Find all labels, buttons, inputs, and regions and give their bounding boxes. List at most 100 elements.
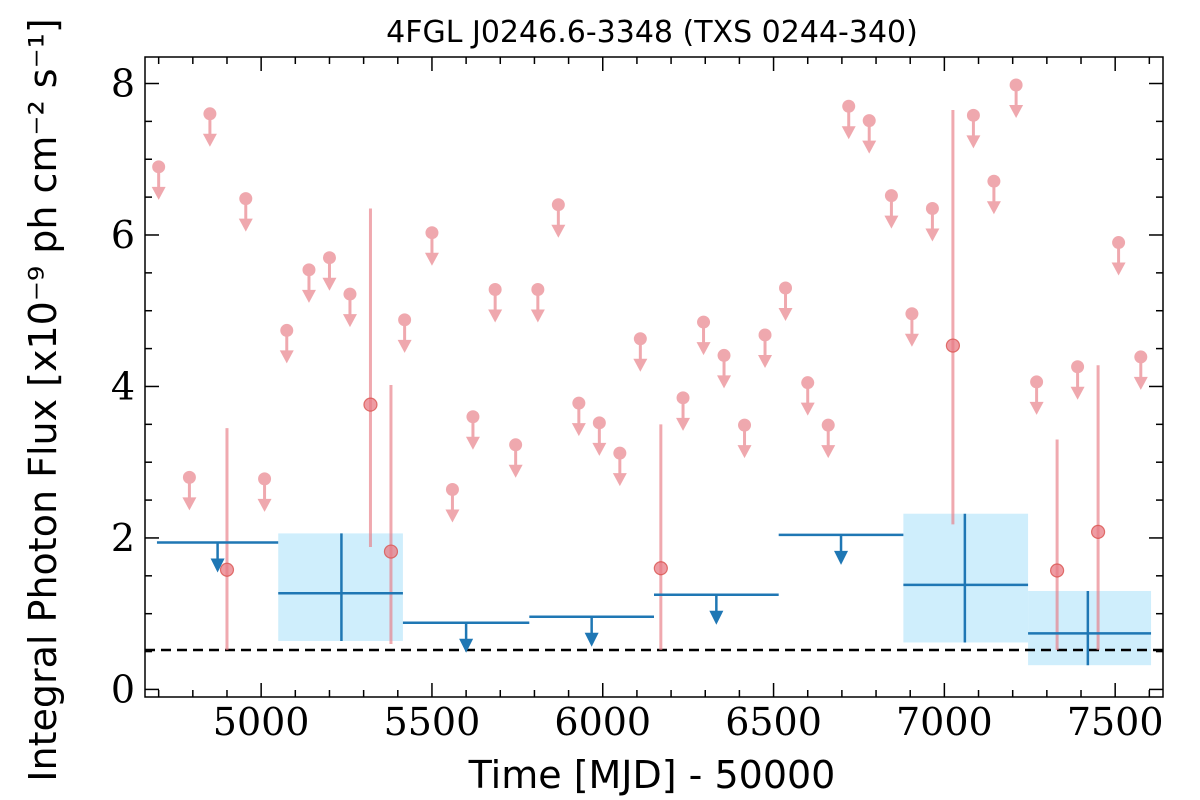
upper-limit-arrow-head xyxy=(676,417,691,431)
short-bin-upper-limit xyxy=(342,287,357,328)
upper-limit-arrow-head xyxy=(342,314,357,328)
upper-limit-point xyxy=(258,472,272,486)
upper-limit-point xyxy=(280,323,294,337)
upper-limit-point xyxy=(425,226,439,240)
upper-limit-arrow-head xyxy=(862,140,877,154)
upper-limit-arrow-head xyxy=(1029,401,1044,415)
upper-limit-arrow-head xyxy=(633,358,648,372)
short-bin-upper-limit xyxy=(257,472,272,512)
x-tick-label: 5000 xyxy=(213,700,310,744)
upper-limit-arrow-head xyxy=(904,333,919,347)
upper-limit-arrow-head xyxy=(1009,105,1024,119)
short-bin-upper-limit xyxy=(904,307,919,347)
short-bin-upper-limit xyxy=(884,189,899,229)
short-bin-detection-point xyxy=(1090,524,1106,539)
upper-limit-point xyxy=(697,315,711,329)
upper-limit-arrow-head xyxy=(778,308,793,322)
short-bin-upper-limit xyxy=(676,391,691,431)
short-bin-upper-limit xyxy=(238,192,253,232)
upper-limit-arrow-head xyxy=(737,445,752,459)
short-bin-upper-limit xyxy=(182,470,197,511)
plot-frame xyxy=(144,56,1164,698)
upper-limit-arrow-head xyxy=(1133,376,1148,390)
x-axis-label: Time [MJD] - 50000 xyxy=(468,753,836,797)
upper-limit-arrow-head xyxy=(884,215,899,229)
upper-limit-point xyxy=(445,482,459,496)
upper-limit-point xyxy=(343,287,357,301)
upper-limit-point xyxy=(613,446,627,460)
upper-limit-arrow-head xyxy=(301,289,316,303)
short-bin-upper-limit xyxy=(1111,236,1126,276)
y-axis-label: Integral Photon Flux [x10⁻⁹ ph cm⁻² s⁻¹] xyxy=(21,18,65,781)
y-tick-label: 4 xyxy=(111,364,135,408)
upper-limit-point xyxy=(509,438,523,452)
short-bin-upper-limit xyxy=(445,482,460,523)
short-bin-upper-limit xyxy=(696,315,711,356)
upper-limit-point xyxy=(842,99,856,113)
short-bin-upper-limit xyxy=(322,251,337,291)
short-bin-upper-limit xyxy=(1009,78,1024,119)
upper-limit-arrow-head xyxy=(445,509,460,523)
upper-limit-point xyxy=(779,281,793,295)
short-bin-upper-limit xyxy=(397,313,412,353)
short-bin-upper-limit xyxy=(551,198,566,238)
long-bin-arrow-head xyxy=(709,610,724,625)
x-tick-label: 5500 xyxy=(384,700,481,744)
upper-limit-arrow-head xyxy=(592,442,607,456)
long-bin-arrow-head xyxy=(834,550,849,565)
short-bin-upper-limit xyxy=(151,160,166,200)
x-tick-label: 6500 xyxy=(725,700,822,744)
short-bin-upper-limit xyxy=(966,108,981,149)
upper-limit-point xyxy=(1009,78,1023,92)
long-bin-error-band xyxy=(1028,590,1152,666)
upper-limit-point xyxy=(488,283,502,297)
upper-limit-point xyxy=(466,410,480,424)
short-bin-upper-limit xyxy=(530,283,545,323)
long-bin-arrow-head xyxy=(584,632,599,647)
short-bin-upper-limit xyxy=(821,418,836,459)
short-bin-detection-point xyxy=(1050,563,1065,578)
upper-limit-arrow-head xyxy=(257,498,272,512)
x-tick-label: 7500 xyxy=(1067,700,1164,744)
upper-limit-arrow-head xyxy=(841,126,856,140)
upper-limit-point xyxy=(239,192,253,206)
short-bin-upper-limit xyxy=(1029,375,1044,415)
upper-limit-arrow-head xyxy=(508,464,523,478)
upper-limit-point xyxy=(398,313,412,327)
upper-limit-point xyxy=(925,201,939,215)
upper-limit-point xyxy=(302,263,316,277)
short-bin-upper-limit xyxy=(571,396,586,437)
upper-limit-arrow-head xyxy=(1070,386,1085,400)
upper-limit-point xyxy=(572,396,586,410)
short-bin-detection-point xyxy=(383,544,399,559)
upper-limit-point xyxy=(633,332,647,346)
short-bin-upper-limit xyxy=(465,410,480,450)
short-bin-upper-limit xyxy=(841,99,856,140)
short-bin-detection-point xyxy=(653,561,668,576)
short-bin-upper-limit xyxy=(778,281,793,322)
upper-limit-point xyxy=(905,307,919,321)
upper-limit-arrow-head xyxy=(465,436,480,450)
y-tick-label: 2 xyxy=(111,516,135,560)
upper-limit-point xyxy=(676,391,690,405)
upper-limit-arrow-head xyxy=(612,473,627,487)
short-bin-upper-limit xyxy=(1133,350,1148,390)
short-bin-upper-limit xyxy=(488,283,503,323)
chart-title: 4FGL J0246.6-3348 (TXS 0244-340) xyxy=(386,15,918,50)
short-bin-upper-limit xyxy=(508,438,523,478)
upper-limit-arrow-head xyxy=(182,497,197,511)
upper-limit-arrow-head xyxy=(966,135,981,149)
upper-limit-point xyxy=(862,114,876,128)
upper-limit-point xyxy=(738,418,752,432)
upper-limit-arrow-head xyxy=(986,201,1001,215)
short-bin-upper-limit xyxy=(1070,360,1085,400)
upper-limit-arrow-head xyxy=(238,218,253,232)
short-bin-upper-limit xyxy=(717,348,732,389)
short-bin-upper-limit xyxy=(986,174,1001,215)
upper-limit-arrow-head xyxy=(151,186,166,200)
y-tick-label: 8 xyxy=(111,62,135,106)
x-tick-label: 6000 xyxy=(554,700,651,744)
upper-limit-arrow-head xyxy=(1111,262,1126,276)
short-bin-detection-point xyxy=(363,397,378,412)
